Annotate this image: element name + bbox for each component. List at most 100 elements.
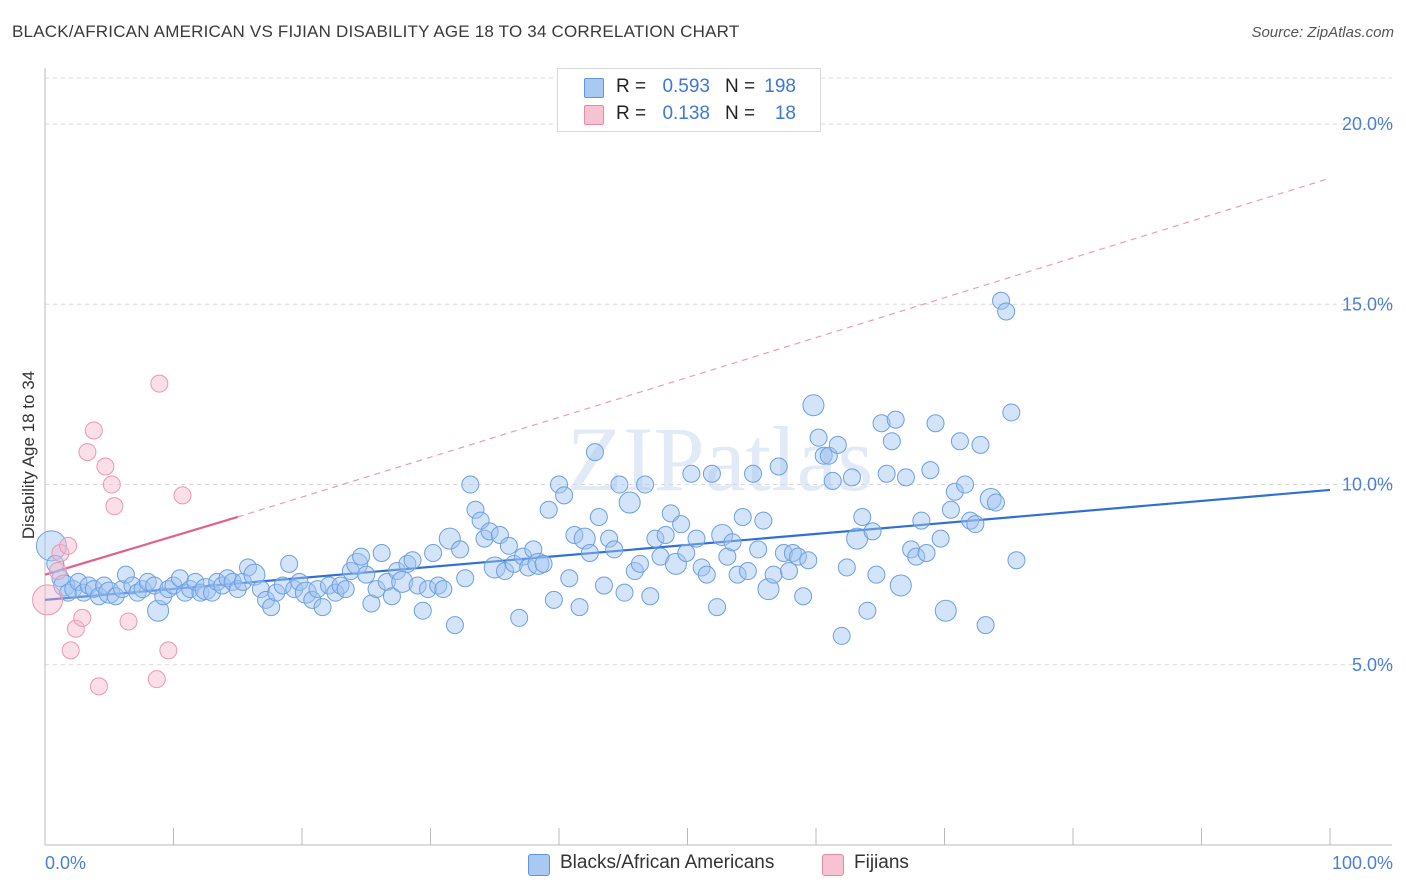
blacks-swatch	[584, 78, 604, 98]
blacks-point	[858, 601, 877, 620]
blacks-point	[749, 540, 768, 559]
blacks-point	[926, 414, 945, 433]
blacks-point	[867, 565, 886, 584]
blacks-point	[600, 529, 619, 548]
blacks-point	[336, 580, 355, 599]
blacks-point	[764, 565, 783, 584]
blacks-point	[1002, 403, 1021, 422]
blacks-point	[233, 572, 252, 591]
blacks-point	[672, 515, 691, 534]
n-label: N =	[725, 103, 756, 124]
blacks-point	[352, 547, 371, 566]
blacks-point	[615, 583, 634, 602]
blacks-point	[434, 580, 453, 599]
blacks-point	[921, 461, 940, 480]
blacks-point	[886, 410, 905, 429]
r-label: R =	[616, 103, 647, 124]
legend-label: Fijians	[854, 852, 909, 873]
blacks-point	[466, 500, 485, 519]
blacks-point	[664, 552, 687, 575]
fijians-swatch	[584, 105, 604, 125]
blacks-point	[907, 547, 926, 566]
blacks-point	[789, 547, 808, 566]
data-points	[32, 291, 1026, 696]
fijians-point	[78, 443, 97, 462]
blacks-point	[853, 507, 872, 526]
blacks-point	[708, 598, 727, 617]
blacks-point	[382, 587, 401, 606]
blacks-point	[69, 572, 88, 591]
blacks-point	[243, 563, 266, 586]
blacks-point	[262, 598, 281, 617]
blacks-point	[280, 554, 299, 573]
blacks-point	[677, 544, 696, 563]
blacks-point	[863, 522, 882, 541]
blacks-point	[580, 544, 599, 563]
source-label: Source: ZipAtlas.com	[1251, 24, 1394, 41]
blacks-point	[877, 464, 896, 483]
blacks-point	[331, 576, 350, 595]
blacks-point	[290, 572, 309, 591]
fijians-point	[159, 641, 178, 660]
blacks-point	[398, 554, 417, 573]
blacks-point	[95, 576, 114, 595]
blacks-point	[445, 616, 464, 635]
blacks-point	[738, 562, 757, 581]
blacks-point	[605, 540, 624, 559]
legend-label: Blacks/African Americans	[560, 852, 775, 873]
blacks-point	[372, 544, 391, 563]
fijians-point	[48, 562, 67, 581]
blacks-point	[956, 475, 975, 494]
blacks-point	[510, 608, 529, 627]
n-label: N =	[725, 76, 756, 97]
blacks-point	[931, 529, 950, 548]
blacks-point	[113, 580, 132, 599]
blacks-point	[555, 486, 574, 505]
blacks-point	[656, 526, 675, 544]
blacks-point	[594, 576, 613, 595]
fijians-legend-swatch	[822, 854, 844, 876]
blacks-point	[702, 464, 721, 483]
blacks-point	[362, 594, 381, 613]
blacks-point	[794, 587, 813, 606]
stats-legend: R = 0.593 N = 198 R = 0.138 N = 18	[557, 68, 821, 132]
stats-row-blacks: R = 0.593 N = 198	[558, 75, 820, 101]
y-tick-label: 15.0%	[1342, 294, 1393, 314]
fijians-point	[105, 497, 124, 516]
r-value: 0.593	[662, 76, 710, 97]
blacks-point	[799, 551, 818, 570]
fijians-point	[102, 475, 121, 494]
fijians-point	[51, 544, 70, 563]
blacks-point	[971, 435, 990, 454]
blacks-point	[769, 457, 788, 476]
blacks-point	[832, 626, 851, 645]
blacks-point	[251, 580, 270, 599]
blacks-point	[837, 558, 856, 577]
blacks-point	[687, 529, 706, 548]
blacks-point	[896, 468, 915, 487]
blacks-point	[754, 511, 773, 530]
blacks-point	[976, 616, 995, 635]
blacks-point	[116, 565, 135, 584]
blacks-point	[570, 598, 589, 617]
blacks-point	[802, 394, 825, 417]
series-legend: Blacks/African Americans Fijians	[0, 850, 1406, 878]
blacks-point	[728, 565, 747, 584]
blacks-point	[882, 432, 901, 451]
blacks-point	[341, 562, 360, 581]
blacks-point	[889, 574, 912, 597]
blacks-point	[51, 569, 70, 588]
blacks-point	[780, 562, 799, 581]
blacks-point	[872, 414, 891, 433]
fijians-point	[73, 608, 92, 627]
blacks-point	[438, 527, 461, 550]
blacks-point	[408, 576, 427, 595]
fijians-point	[61, 641, 80, 660]
blacks-point	[35, 530, 67, 562]
n-value: 18	[774, 103, 796, 124]
axes	[44, 68, 1392, 846]
blacks-point	[945, 482, 964, 501]
blacks-point	[106, 587, 125, 606]
blacks-point	[496, 562, 515, 581]
blacks-point	[783, 544, 802, 563]
